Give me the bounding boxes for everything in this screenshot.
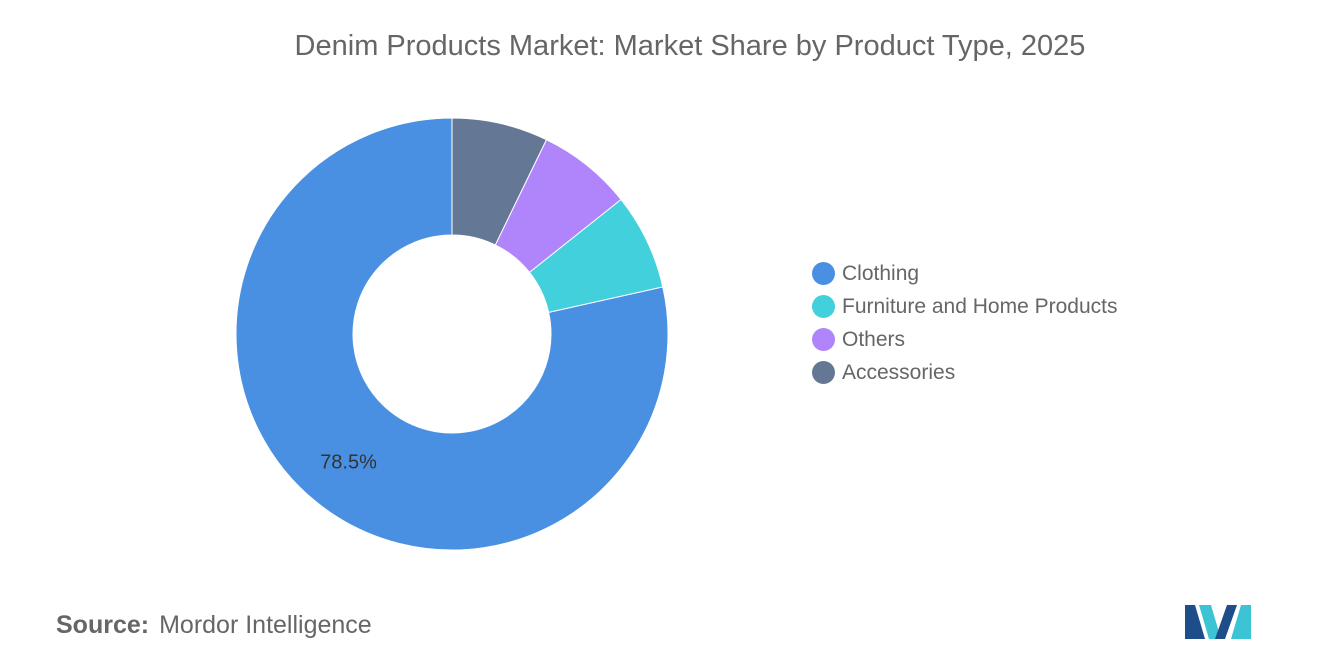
slice-accessories xyxy=(451,117,548,246)
legend-swatch-accessories xyxy=(812,361,835,384)
mordor-intelligence-logo-icon xyxy=(1185,605,1251,639)
chart-legend: Clothing Furniture and Home Products Oth… xyxy=(812,257,1117,389)
legend-item-furniture-and-home-products: Furniture and Home Products xyxy=(812,290,1117,323)
legend-item-accessories: Accessories xyxy=(812,356,1117,389)
legend-swatch-furniture-and-home-products xyxy=(812,295,835,318)
legend-label-others: Others xyxy=(842,327,906,351)
legend-swatch-others xyxy=(812,328,835,351)
logo-shape-left xyxy=(1185,605,1205,639)
slice-clothing xyxy=(235,117,669,551)
logo-shape-mid-left xyxy=(1199,605,1221,639)
chart-title: Denim Products Market: Market Share by P… xyxy=(294,30,1086,62)
legend-item-others: Others xyxy=(812,323,1117,356)
source-prefix: Source: xyxy=(56,611,150,639)
logo-shape-right xyxy=(1231,605,1251,639)
source-line: Source: Mordor Intelligence xyxy=(56,611,372,640)
data-label-clothing: 78.5% xyxy=(320,451,377,473)
logo-shape-mid-right xyxy=(1215,605,1237,639)
legend-label-furniture-and-home-products: Furniture and Home Products xyxy=(842,294,1118,318)
legend-label-accessories: Accessories xyxy=(842,360,956,384)
source-name: Mordor Intelligence xyxy=(159,611,372,639)
legend-swatch-clothing xyxy=(812,262,835,285)
legend-label-clothing: Clothing xyxy=(842,261,920,285)
legend-item-clothing: Clothing xyxy=(812,257,1117,290)
